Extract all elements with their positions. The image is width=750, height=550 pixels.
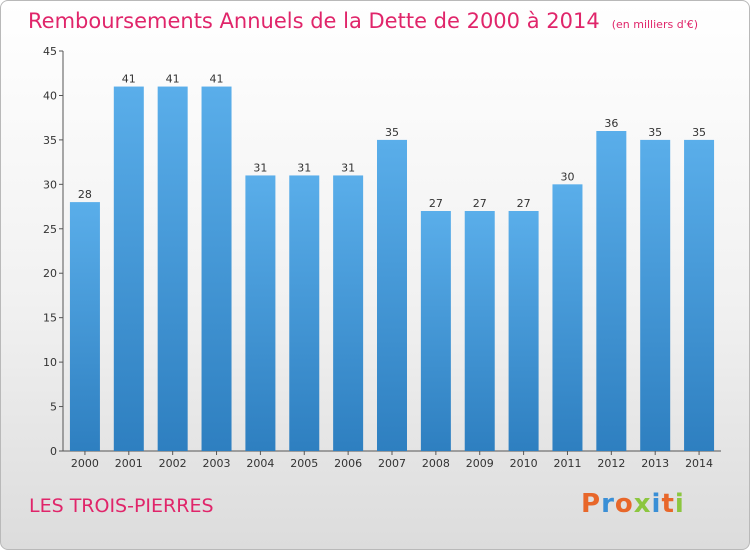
y-tick-label: 10 [43, 356, 57, 369]
bar-value-label: 41 [210, 73, 224, 86]
x-tick-label: 2008 [422, 457, 450, 470]
logo-letter: i [674, 489, 685, 519]
x-tick-label: 2005 [290, 457, 318, 470]
x-tick-label: 2011 [553, 457, 581, 470]
y-tick-label: 0 [50, 445, 57, 458]
y-tick-label: 35 [43, 134, 57, 147]
y-tick-label: 20 [43, 267, 57, 280]
logo-letter: i [651, 489, 662, 519]
x-tick-label: 2013 [641, 457, 669, 470]
bar [596, 131, 627, 451]
x-tick-label: 2007 [378, 457, 406, 470]
x-tick-label: 2000 [71, 457, 99, 470]
chart-title-text: Remboursements Annuels de la Dette de 20… [28, 9, 600, 33]
bar [684, 139, 715, 451]
x-tick-label: 2012 [597, 457, 625, 470]
bar [420, 211, 451, 451]
logo-letter: P [581, 489, 602, 519]
x-tick-label: 2014 [685, 457, 713, 470]
y-tick-label: 25 [43, 223, 57, 236]
y-tick-label: 45 [43, 45, 57, 58]
x-tick-label: 2002 [159, 457, 187, 470]
proxiti-logo: Proxiti [581, 489, 685, 519]
bar-value-label: 31 [341, 161, 355, 174]
bar [640, 139, 671, 451]
bar [552, 184, 583, 452]
bar-value-label: 27 [517, 197, 531, 210]
logo-letter: t [661, 489, 675, 519]
bar [508, 211, 539, 451]
bar [289, 175, 320, 451]
bar-value-label: 31 [297, 161, 311, 174]
bar [157, 86, 188, 452]
logo-letter: r [601, 489, 615, 519]
logo-letter: x [633, 489, 652, 519]
bar-value-label: 35 [648, 126, 662, 139]
y-tick-label: 30 [43, 178, 57, 191]
bar-value-label: 41 [166, 73, 180, 86]
x-tick-label: 2010 [510, 457, 538, 470]
bar-value-label: 36 [604, 117, 618, 130]
y-tick-label: 15 [43, 312, 57, 325]
bar-value-label: 30 [560, 170, 574, 183]
commune-name: LES TROIS-PIERRES [29, 495, 214, 517]
x-tick-label: 2003 [203, 457, 231, 470]
x-tick-label: 2004 [246, 457, 274, 470]
y-tick-label: 40 [43, 89, 57, 102]
bar-value-label: 27 [429, 197, 443, 210]
bar [245, 175, 276, 451]
y-tick-label: 5 [50, 401, 57, 414]
chart-unit: (en milliers d'€) [611, 18, 698, 31]
bar-value-label: 41 [122, 73, 136, 86]
logo-letter: o [614, 489, 634, 519]
bar [69, 202, 100, 451]
bar-value-label: 27 [473, 197, 487, 210]
bar-value-label: 31 [253, 161, 267, 174]
bar-value-label: 35 [385, 126, 399, 139]
bar-value-label: 35 [692, 126, 706, 139]
bar [464, 211, 495, 451]
chart-title: Remboursements Annuels de la Dette de 20… [28, 9, 698, 33]
x-tick-label: 2001 [115, 457, 143, 470]
bar [113, 86, 144, 452]
x-tick-label: 2006 [334, 457, 362, 470]
bar [333, 175, 364, 451]
bar [377, 139, 407, 451]
bar-value-label: 28 [78, 188, 92, 201]
bar [201, 86, 232, 452]
x-tick-label: 2009 [466, 457, 494, 470]
